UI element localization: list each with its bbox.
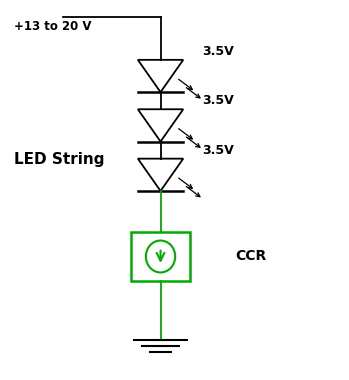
Bar: [131, 232, 190, 281]
Text: CCR: CCR: [236, 250, 267, 263]
Text: LED String: LED String: [14, 152, 104, 167]
Text: 3.5V: 3.5V: [202, 94, 234, 107]
Text: 3.5V: 3.5V: [202, 45, 234, 58]
Text: +13 to 20 V: +13 to 20 V: [14, 20, 91, 33]
Text: 3.5V: 3.5V: [202, 144, 234, 157]
